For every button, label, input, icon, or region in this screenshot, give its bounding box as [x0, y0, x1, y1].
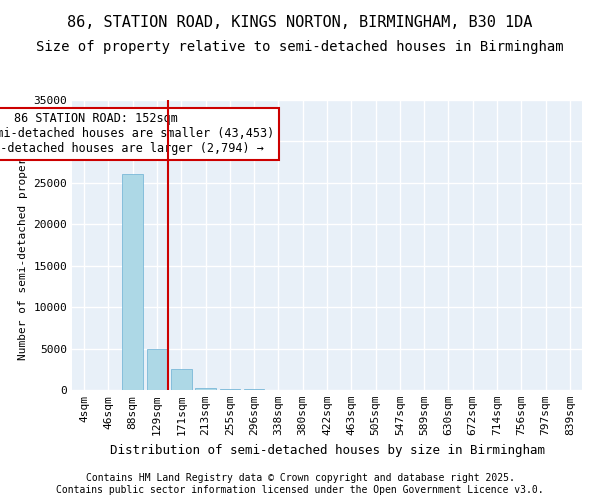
Bar	[146, 348, 167, 390]
Bar	[220, 389, 240, 390]
Bar	[195, 388, 216, 390]
Bar	[122, 174, 143, 390]
Text: Contains HM Land Registry data © Crown copyright and database right 2025.
Contai: Contains HM Land Registry data © Crown c…	[56, 474, 544, 495]
Text: 86, STATION ROAD, KINGS NORTON, BIRMINGHAM, B30 1DA: 86, STATION ROAD, KINGS NORTON, BIRMINGH…	[67, 15, 533, 30]
Text: Size of property relative to semi-detached houses in Birmingham: Size of property relative to semi-detach…	[36, 40, 564, 54]
Y-axis label: Number of semi-detached properties: Number of semi-detached properties	[18, 130, 28, 360]
Text: 86 STATION ROAD: 152sqm
← 94% of semi-detached houses are smaller (43,453)
6% of: 86 STATION ROAD: 152sqm ← 94% of semi-de…	[0, 112, 274, 156]
X-axis label: Distribution of semi-detached houses by size in Birmingham: Distribution of semi-detached houses by …	[110, 444, 545, 456]
Bar	[171, 370, 191, 390]
